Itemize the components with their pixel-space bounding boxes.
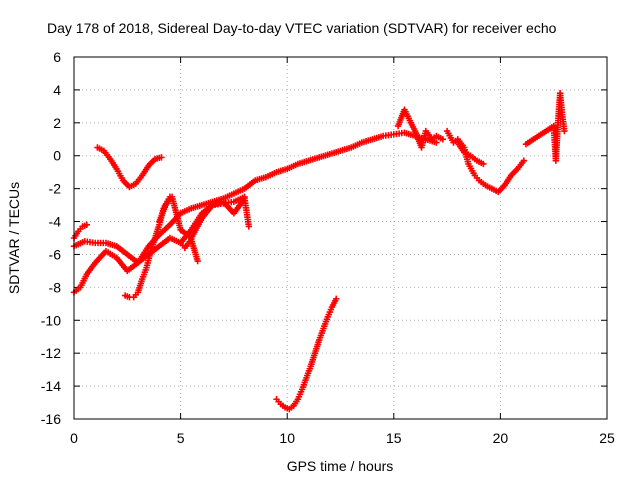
x-tick-labels: 0 5 10 15 20 25	[70, 430, 615, 446]
series-sdtvar-late-2	[443, 127, 528, 196]
data-point	[439, 136, 447, 143]
series-sdtvar-late-3	[454, 139, 487, 168]
y-tick-label: -12	[41, 345, 61, 361]
data-point	[480, 160, 487, 168]
series-sdtvar-scatter-mid	[156, 193, 253, 242]
series-sdtvar-night	[273, 295, 340, 413]
y-tick-label: 0	[53, 148, 61, 164]
series-sdtvar-arc-early	[94, 144, 165, 191]
data-point	[520, 157, 528, 164]
data-point	[245, 223, 253, 230]
x-tick-label: 20	[493, 430, 509, 446]
y-tick-label: -16	[41, 411, 61, 427]
y-tick-label: -8	[49, 279, 62, 295]
data-marks	[70, 90, 568, 413]
y-tick-label: -14	[41, 378, 61, 394]
data-point	[433, 139, 440, 146]
y-axis-title: SDTVAR / TECUs	[6, 182, 22, 294]
x-axis-title: GPS time / hours	[287, 458, 394, 474]
chart-title: Day 178 of 2018, Sidereal Day-to-day VTE…	[47, 20, 557, 36]
data-point	[83, 221, 90, 229]
data-point	[333, 295, 340, 303]
x-tick-label: 25	[599, 430, 615, 446]
data-point	[194, 257, 201, 265]
data-point	[561, 127, 568, 135]
plot-frame	[73, 56, 608, 420]
y-tick-label: 4	[53, 82, 61, 98]
data-point	[158, 154, 165, 161]
x-tick-label: 15	[386, 430, 402, 446]
y-tick-label: 2	[53, 115, 61, 131]
y-tick-label: -2	[49, 181, 62, 197]
series-sdtvar-lower-mid	[177, 236, 201, 265]
y-tick-labels: -16 -14 -12 -10 -8 -6 -4 -2 0 2 4 6	[41, 49, 61, 427]
x-tick-label: 10	[279, 430, 295, 446]
series-sdtvar-main	[70, 129, 440, 266]
x-tick-label: 5	[177, 430, 185, 446]
x-tick-label: 0	[70, 430, 78, 446]
y-tick-label: -6	[49, 246, 62, 262]
series-sdtvar-late-1	[394, 106, 447, 151]
y-tick-label: 6	[53, 49, 61, 65]
grid	[74, 57, 607, 419]
y-tick-label: -10	[41, 312, 61, 328]
series-sdtvar-late-points	[522, 90, 568, 164]
y-tick-label: -4	[49, 214, 62, 230]
series-sdtvar-upper-left	[70, 221, 90, 242]
